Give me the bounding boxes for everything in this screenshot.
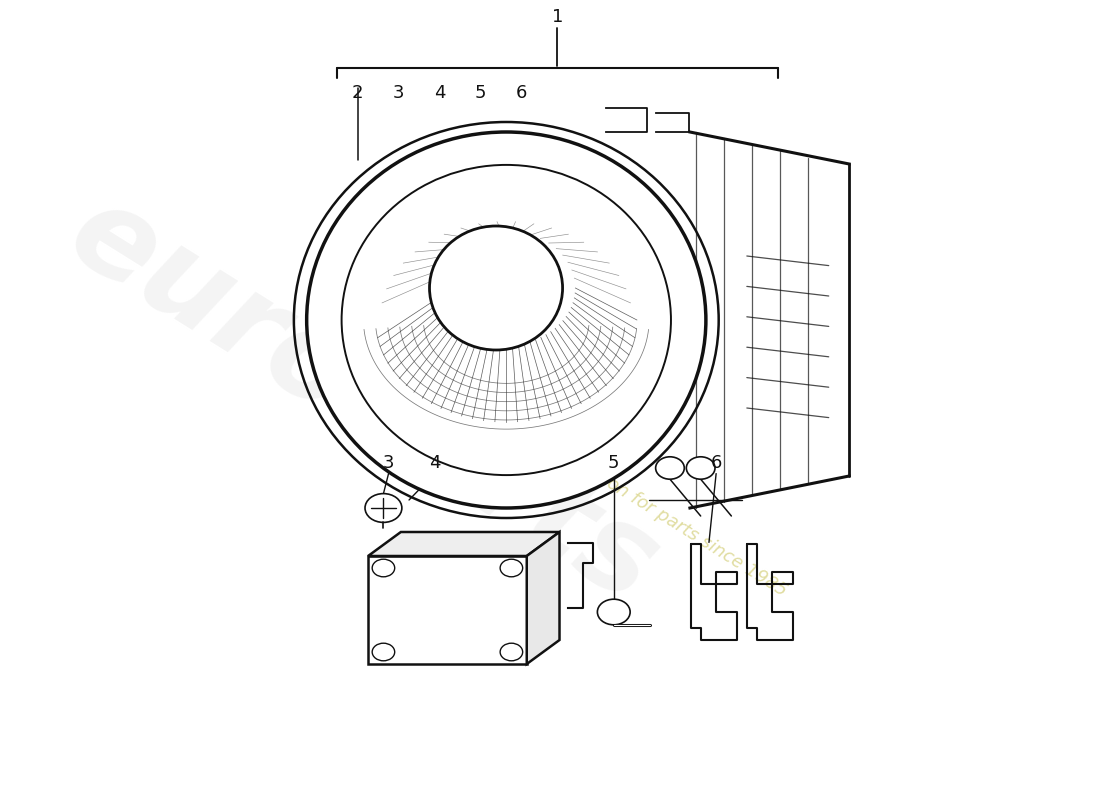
Text: 3: 3 [383,454,394,472]
Text: 5: 5 [475,84,486,102]
Circle shape [372,643,395,661]
Text: 6: 6 [711,454,722,472]
Ellipse shape [307,132,706,508]
Ellipse shape [429,226,562,350]
Text: 6: 6 [516,84,527,102]
Text: 4: 4 [434,84,446,102]
Circle shape [686,457,715,479]
Circle shape [656,457,684,479]
Text: 3: 3 [393,84,405,102]
Polygon shape [527,532,560,664]
Circle shape [365,494,402,522]
Polygon shape [368,532,560,556]
Text: 5: 5 [608,454,619,472]
Circle shape [597,599,630,625]
Text: 1: 1 [552,7,563,26]
Polygon shape [368,556,527,664]
Text: 4: 4 [429,454,440,472]
Circle shape [500,559,522,577]
Text: 2: 2 [352,84,364,102]
Circle shape [500,643,522,661]
Circle shape [372,559,395,577]
Text: a passion for parts since 1985: a passion for parts since 1985 [550,440,790,600]
Text: euroParts: euroParts [48,173,678,627]
